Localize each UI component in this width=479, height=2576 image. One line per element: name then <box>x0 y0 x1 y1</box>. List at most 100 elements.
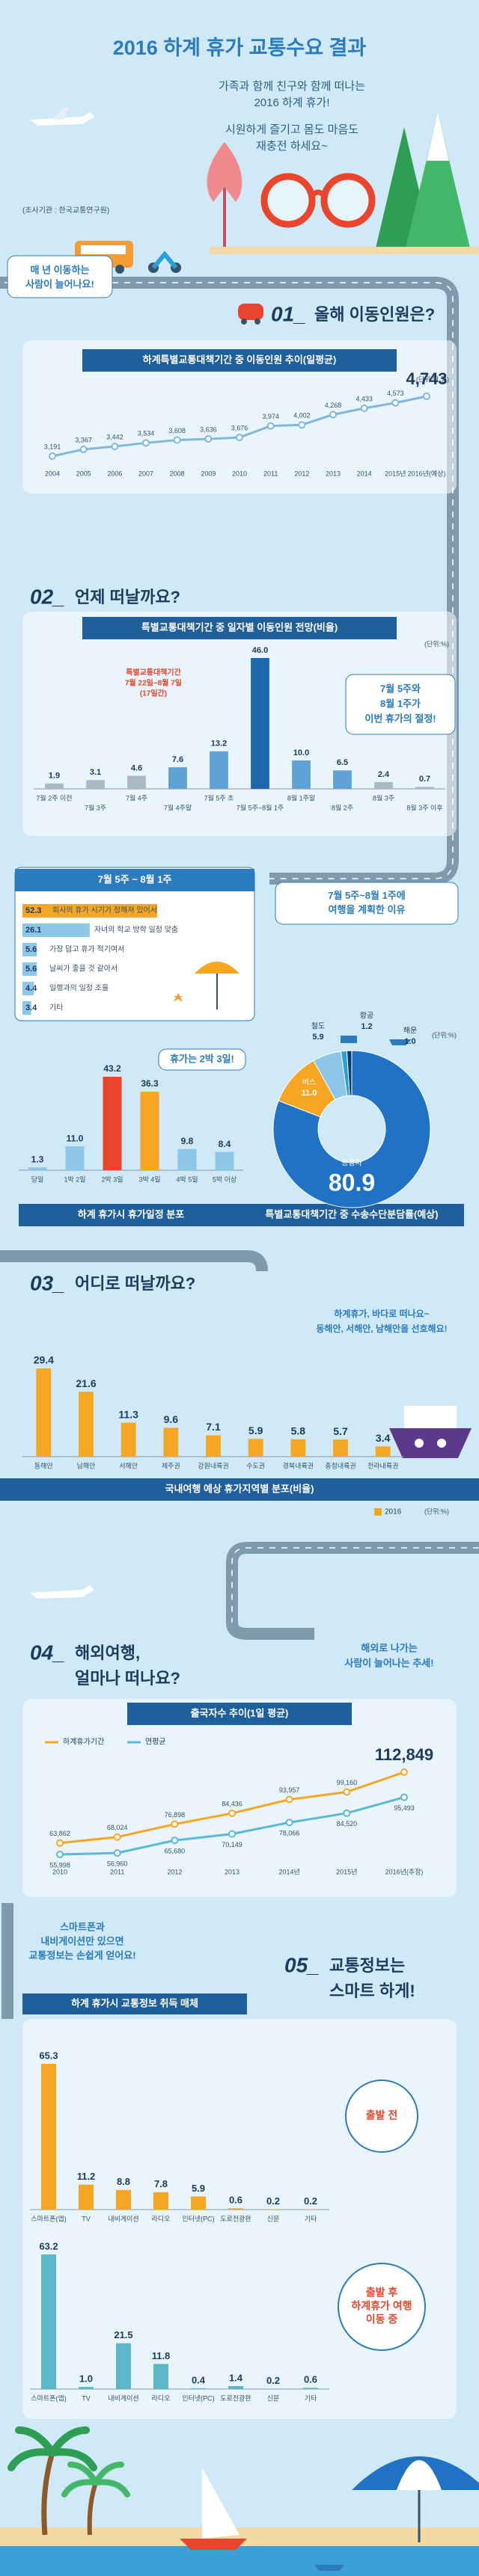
legend-label: 하계휴가기간 <box>63 1737 104 1747</box>
category-label: 7월 5주 초 <box>204 793 234 802</box>
category-label: 가장 덥고 휴가 적기여서 <box>49 945 124 954</box>
category-label: 일행과의 일정 조율 <box>49 984 109 993</box>
slice-name: 철도 <box>311 1022 325 1031</box>
value-label: 0.6 <box>229 2195 242 2206</box>
bar <box>140 1091 159 1170</box>
bubble-text: 동해안, 서해안, 남해안을 선호해요! <box>316 1323 447 1334</box>
airplane <box>30 1585 94 1599</box>
chart-title: 하계 휴가시 교통정보 취득 매체 <box>71 1997 198 2008</box>
section-heading: 언제 떠날까요? <box>75 588 180 606</box>
value-label: 52.3 <box>25 906 41 915</box>
value-label: 84,520 <box>337 1820 358 1828</box>
x-tick-label: 2005 <box>76 470 91 477</box>
point <box>113 1833 121 1841</box>
chart-title: 출발 전 <box>366 2109 398 2121</box>
section-number: 02_ <box>30 585 65 608</box>
title-bubble <box>338 2263 426 2351</box>
value-label: 80.9 <box>329 1169 375 1196</box>
intro-line: 가족과 함께 친구와 함께 떠나는 <box>219 80 365 93</box>
chart-title: 특별교통대책기간 중 일자별 이동인원 전망(비율) <box>141 621 338 633</box>
point <box>56 1851 64 1858</box>
value-label: 78,066 <box>279 1830 300 1837</box>
bar <box>206 1435 221 1457</box>
value-label: 26.1 <box>25 926 41 935</box>
chart-title: 국내여행 예상 휴가지역별 분포(비율) <box>165 1483 314 1494</box>
category-label: 스마트폰(앱) <box>31 2214 66 2222</box>
unit-label: (단위:만 명) <box>416 375 449 383</box>
bar <box>228 2208 243 2210</box>
intro-line: 재충전 하세요~ <box>256 140 328 153</box>
bubble-text: 7월 5주~8월 1주에 <box>328 890 406 901</box>
value-label: 11.3 <box>118 1408 138 1420</box>
callout: 특별교통대책기간 <box>126 668 181 677</box>
bar <box>210 751 228 789</box>
bubble-text: 이번 휴가의 절정! <box>364 713 436 724</box>
category-label: 자녀의 학교 방학 일정 맞춤 <box>94 926 178 935</box>
value-label: 112,849 <box>375 1745 433 1764</box>
source-note: (조사기관 : 한국교통연구원) <box>22 206 109 215</box>
bar <box>45 783 64 789</box>
bar <box>163 1427 179 1457</box>
value-label: 99,160 <box>337 1779 358 1786</box>
bar <box>41 2254 56 2389</box>
x-tick-label: 2007 <box>138 470 153 477</box>
chart-title: 하계휴가 여행 <box>351 2300 412 2312</box>
slice-name: 버스 <box>302 1078 316 1087</box>
chart-title: 7월 5주 ~ 8월 1주 <box>98 873 172 885</box>
value-label: 5.6 <box>25 945 37 954</box>
title-band <box>82 349 397 372</box>
value-label: 70,149 <box>222 1841 242 1848</box>
chart-panel <box>22 1699 457 1897</box>
point <box>171 1836 179 1845</box>
point <box>142 439 150 447</box>
bubble-text: 8월 1주가 <box>380 698 421 709</box>
x-tick-label: 2016년(추정) <box>385 1868 424 1875</box>
category-label: 라디오 <box>152 2215 171 2222</box>
bubble-text: 휴가는 2박 3일! <box>170 1053 234 1064</box>
unit-label: (단위:%) <box>432 1031 457 1039</box>
bar <box>374 781 393 789</box>
x-tick-label: 2011 <box>263 470 278 477</box>
category-label: 8월 1주말 <box>287 793 315 802</box>
value-label: 5.9 <box>192 2183 205 2194</box>
section-number: 04_ <box>30 1641 65 1664</box>
beach-umbrella <box>174 962 240 1009</box>
category-label: 2박 3일 <box>101 1175 123 1183</box>
x-tick-label: 2010 <box>52 1868 67 1875</box>
slice-name: 해운 <box>403 1026 417 1036</box>
value-label: 84,436 <box>222 1800 242 1807</box>
value-label: 3.4 <box>25 1003 37 1012</box>
value-label: 9.8 <box>181 1136 194 1146</box>
category-label: 8월 3주 이후 <box>406 803 442 811</box>
bubble-text: 여행을 계획한 이유 <box>329 904 406 915</box>
value-label: 3,367 <box>75 436 92 443</box>
value-label: 7.1 <box>206 1421 221 1433</box>
x-tick-label: 2014 <box>357 470 372 477</box>
bubble-text: 내비게이션만 있으면 <box>40 1935 123 1946</box>
category-label: 당일 <box>31 1175 44 1183</box>
category-label: 8월 3주 <box>373 793 394 802</box>
value-label: 5.9 <box>248 1424 263 1436</box>
value-label: 63,862 <box>49 1830 70 1837</box>
value-label: 4,433 <box>356 395 373 402</box>
point <box>171 1820 179 1828</box>
category-label: 7월 4주말 <box>164 803 192 811</box>
value-label: 0.6 <box>304 2374 317 2385</box>
point <box>113 1849 121 1857</box>
point <box>228 1830 236 1838</box>
section-heading: 스마트 하게! <box>329 1982 415 2000</box>
chart-title: 하계 휴가시 휴가일정 분포 <box>78 1208 184 1220</box>
value-label: 3,191 <box>44 443 61 450</box>
bar <box>215 1152 234 1170</box>
callout: 7월 22일~8월 7일 <box>125 678 182 688</box>
point <box>111 443 119 451</box>
bar <box>36 1368 52 1457</box>
chart-title: 이동 중 <box>366 2314 398 2326</box>
value-label: 95,493 <box>394 1804 415 1812</box>
category-label: 라디오 <box>152 2394 171 2402</box>
bar <box>79 1392 94 1457</box>
value-label: 4,743 <box>406 369 447 388</box>
value-label: 3,534 <box>138 430 155 437</box>
x-tick-label: 2013 <box>326 470 341 477</box>
